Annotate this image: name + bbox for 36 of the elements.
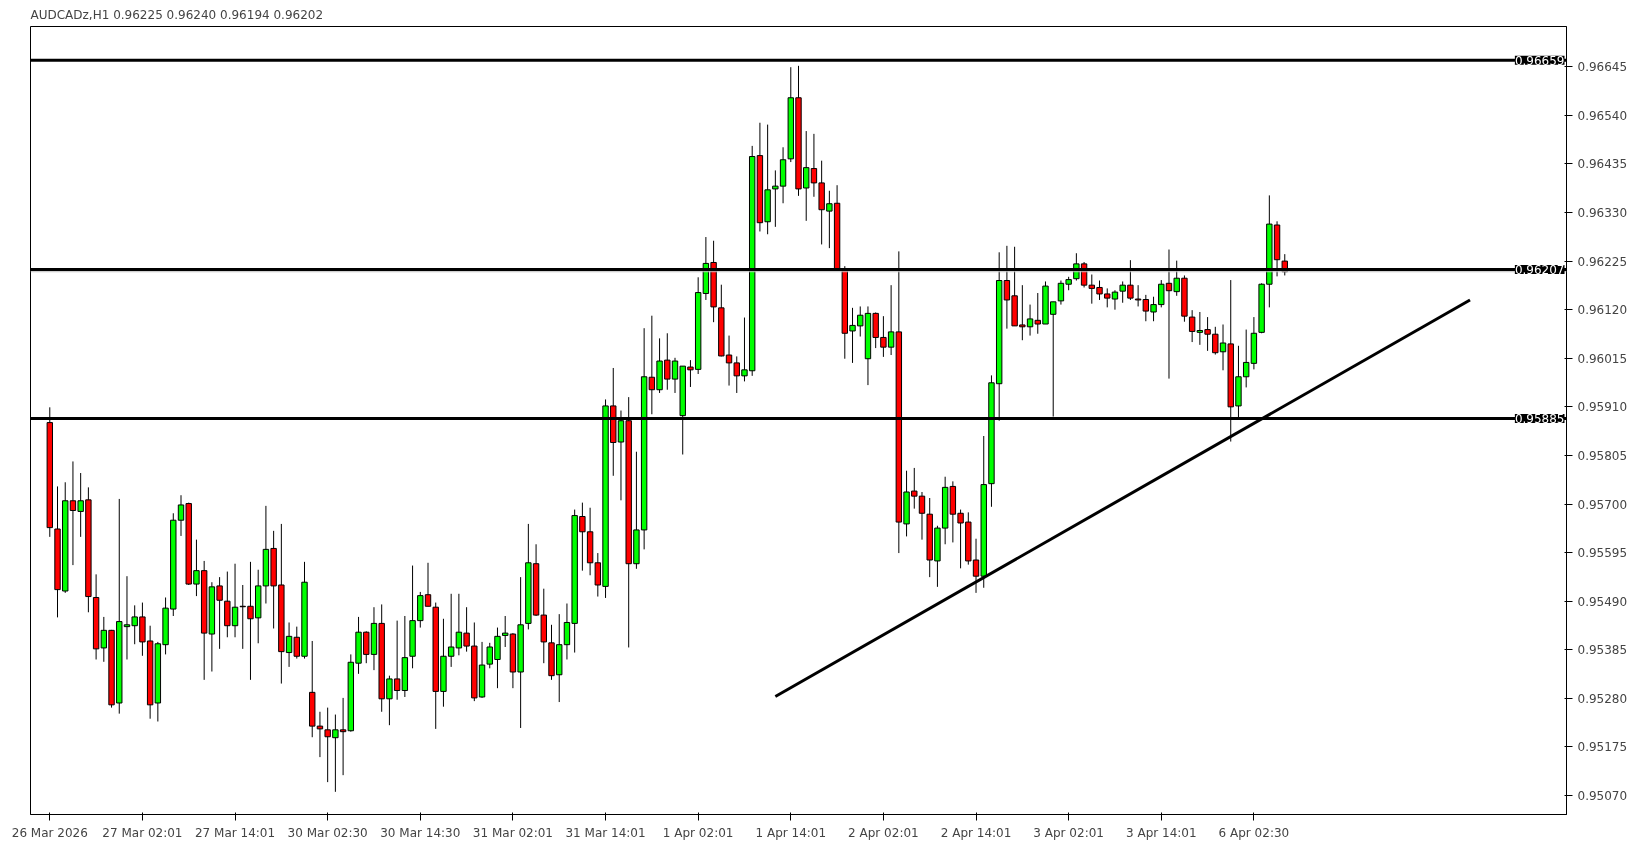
y-tick-label: 0.95700	[1577, 497, 1628, 512]
y-tick-label: 0.95805	[1577, 448, 1628, 463]
x-tick-label: 6 Apr 02:30	[1218, 825, 1290, 840]
y-tick-label: 0.96540	[1577, 108, 1628, 123]
y-tick-label: 0.96330	[1577, 206, 1628, 221]
y-tick-label: 0.95490	[1577, 594, 1628, 609]
ref-line-label: 0.96659	[1514, 53, 1565, 68]
candlestick	[1188, 309, 1196, 343]
x-tick-label: 31 Mar 14:01	[565, 825, 646, 840]
y-tick-label: 0.95175	[1577, 740, 1628, 755]
y-tick-label: 0.96645	[1577, 60, 1628, 75]
x-tick-label: 31 Mar 02:01	[472, 825, 553, 840]
x-tick-label: 2 Apr 14:01	[940, 825, 1012, 840]
y-tick-label: 0.95070	[1577, 789, 1628, 804]
y-tick-label: 0.96435	[1577, 157, 1628, 172]
x-tick-label: 30 Mar 02:30	[287, 825, 368, 840]
x-tick-label: 30 Mar 14:30	[380, 825, 461, 840]
chart-title: AUDCADz,H1 0.96225 0.96240 0.96194 0.96202	[30, 7, 324, 22]
y-tick-label: 0.95910	[1577, 400, 1628, 415]
y-tick-label: 0.95385	[1577, 643, 1628, 658]
x-tick-label: 1 Apr 02:01	[662, 825, 734, 840]
y-tick-label: 0.96120	[1577, 303, 1628, 318]
x-tick-label: 2 Apr 02:01	[848, 825, 919, 840]
ref-line-label: 0.96207	[1514, 262, 1565, 277]
x-tick-label: 27 Mar 02:01	[102, 825, 183, 840]
y-tick-label: 0.95595	[1577, 546, 1628, 561]
ref-line-label: 0.95885	[1514, 411, 1565, 426]
y-tick-label: 0.96015	[1577, 351, 1628, 366]
x-tick-label: 3 Apr 02:01	[1033, 825, 1104, 840]
x-tick-label: 26 Mar 2026	[11, 825, 88, 840]
y-tick-label: 0.96225	[1577, 254, 1628, 269]
y-tick-label: 0.95280	[1577, 691, 1628, 706]
candlestick	[918, 491, 926, 541]
x-tick-label: 3 Apr 14:01	[1125, 825, 1197, 840]
x-tick-label: 27 Mar 14:01	[194, 825, 276, 840]
x-tick-label: 1 Apr 14:01	[755, 825, 827, 840]
